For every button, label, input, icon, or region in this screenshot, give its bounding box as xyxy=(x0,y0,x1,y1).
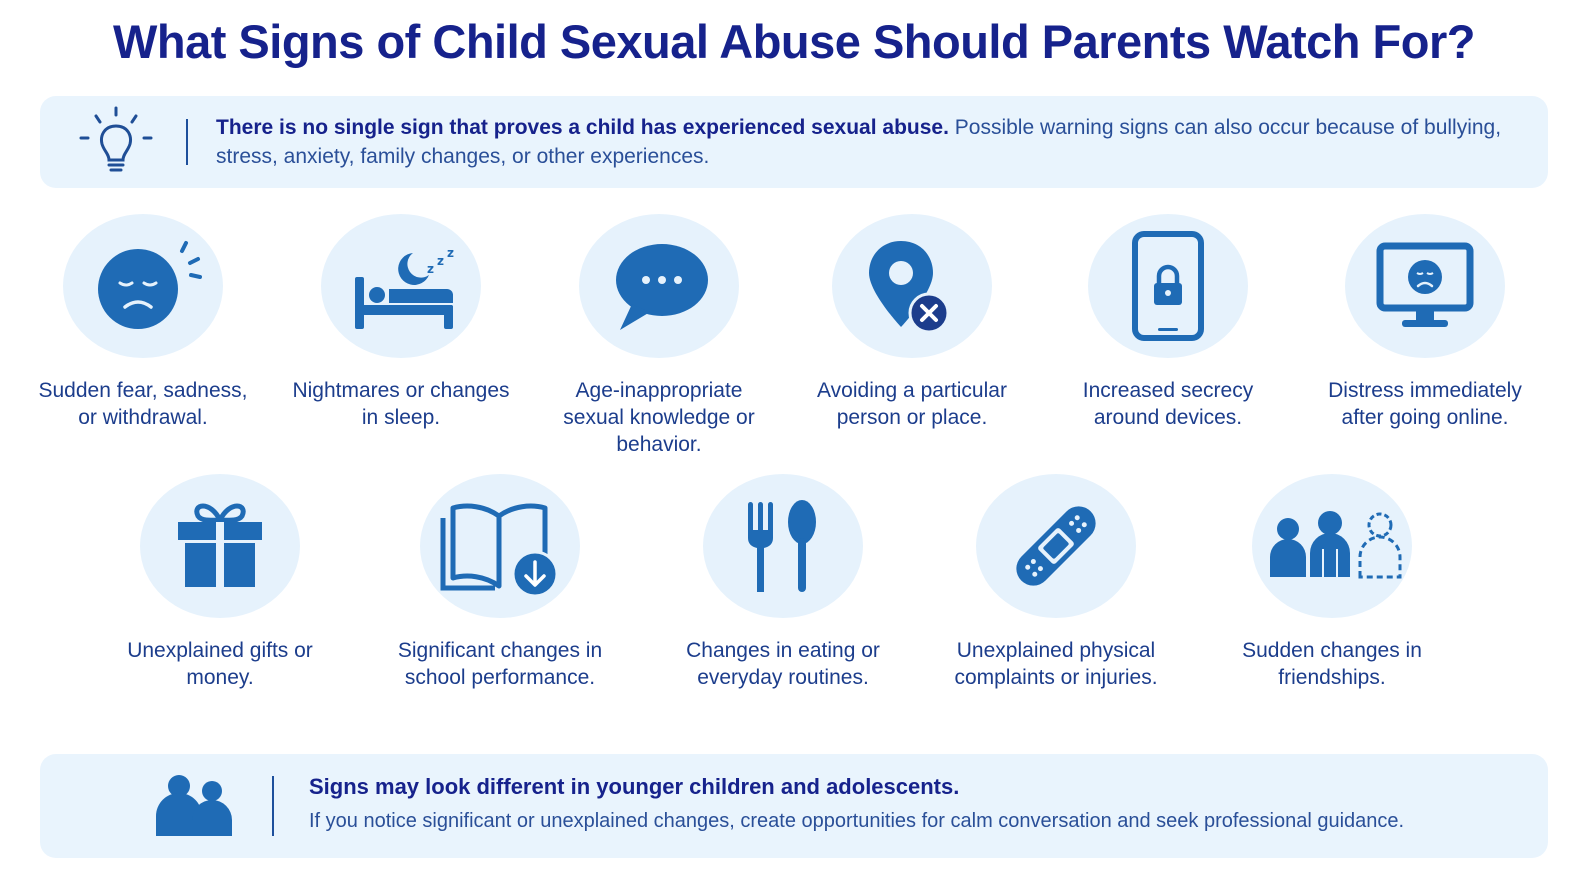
sign-sleep: z z z Nightmares or changes in sleep. xyxy=(286,214,516,431)
fork-spoon-icon xyxy=(748,500,816,592)
sign-avoiding: Avoiding a particular person or place. xyxy=(797,214,1027,431)
sign-label: Sudden changes in friendships. xyxy=(1242,639,1422,689)
divider xyxy=(272,776,274,836)
sign-label: Sudden fear, sadness, or withdrawal. xyxy=(38,379,248,429)
sad-monitor-icon xyxy=(1376,242,1474,327)
sign-eating: Changes in eating or everyday routines. xyxy=(668,474,898,691)
svg-text:z: z xyxy=(437,254,444,268)
sign-fear: Sudden fear, sadness, or withdrawal. xyxy=(28,214,258,431)
book-download-icon xyxy=(440,503,559,598)
intro-text: There is no single sign that proves a ch… xyxy=(216,113,1506,171)
intro-bold-text: There is no single sign that proves a ch… xyxy=(216,116,949,139)
divider xyxy=(186,119,188,165)
sign-gifts: Unexplained gifts or money. xyxy=(105,474,335,691)
friends-icon xyxy=(1270,511,1402,579)
svg-text:z: z xyxy=(447,246,454,260)
sign-label: Significant changes in school performanc… xyxy=(397,639,603,689)
intro-banner: There is no single sign that proves a ch… xyxy=(40,96,1548,188)
sleeping-bed-icon: z z z xyxy=(355,246,454,329)
page-title: What Signs of Child Sexual Abuse Should … xyxy=(113,15,1475,68)
sign-label: Increased secrecy around devices. xyxy=(1082,379,1254,429)
sign-label: Distress immediately after going online. xyxy=(1328,379,1522,429)
intro-body-text: Possible warning signs can also occur be… xyxy=(216,116,1502,168)
sign-label: Avoiding a particular person or place. xyxy=(817,379,1007,429)
sign-secrecy: Increased secrecy around devices. xyxy=(1053,214,1283,431)
sign-label: Unexplained physical complaints or injur… xyxy=(954,639,1158,689)
footer-text: If you notice significant or unexplained… xyxy=(309,810,1405,832)
bandage-icon xyxy=(1016,506,1096,586)
sign-injuries: Unexplained physical complaints or injur… xyxy=(941,474,1171,691)
speech-bubble-icon xyxy=(616,244,708,330)
locked-phone-icon xyxy=(1132,231,1204,341)
location-pin-x-icon xyxy=(869,241,950,334)
sign-label: Nightmares or changes in sleep. xyxy=(292,379,510,429)
sign-friendships: Sudden changes in friendships. xyxy=(1217,474,1447,691)
sign-label: Age-inappropriate sexual knowledge or be… xyxy=(563,379,755,456)
svg-text:z: z xyxy=(427,262,434,276)
gift-icon xyxy=(178,503,262,587)
sign-label: Unexplained gifts or money. xyxy=(127,639,313,689)
sign-online: Distress immediately after going online. xyxy=(1310,214,1540,431)
footer-banner: Signs may look different in younger chil… xyxy=(40,754,1548,858)
sign-school: Significant changes in school performanc… xyxy=(385,474,615,691)
lightbulb-icon xyxy=(78,104,154,180)
sign-knowledge: Age-inappropriate sexual knowledge or be… xyxy=(544,214,774,458)
sad-face-icon xyxy=(98,241,202,329)
parent-child-icon xyxy=(154,774,238,838)
sign-label: Changes in eating or everyday routines. xyxy=(686,639,880,689)
footer-heading: Signs may look different in younger chil… xyxy=(309,774,960,799)
